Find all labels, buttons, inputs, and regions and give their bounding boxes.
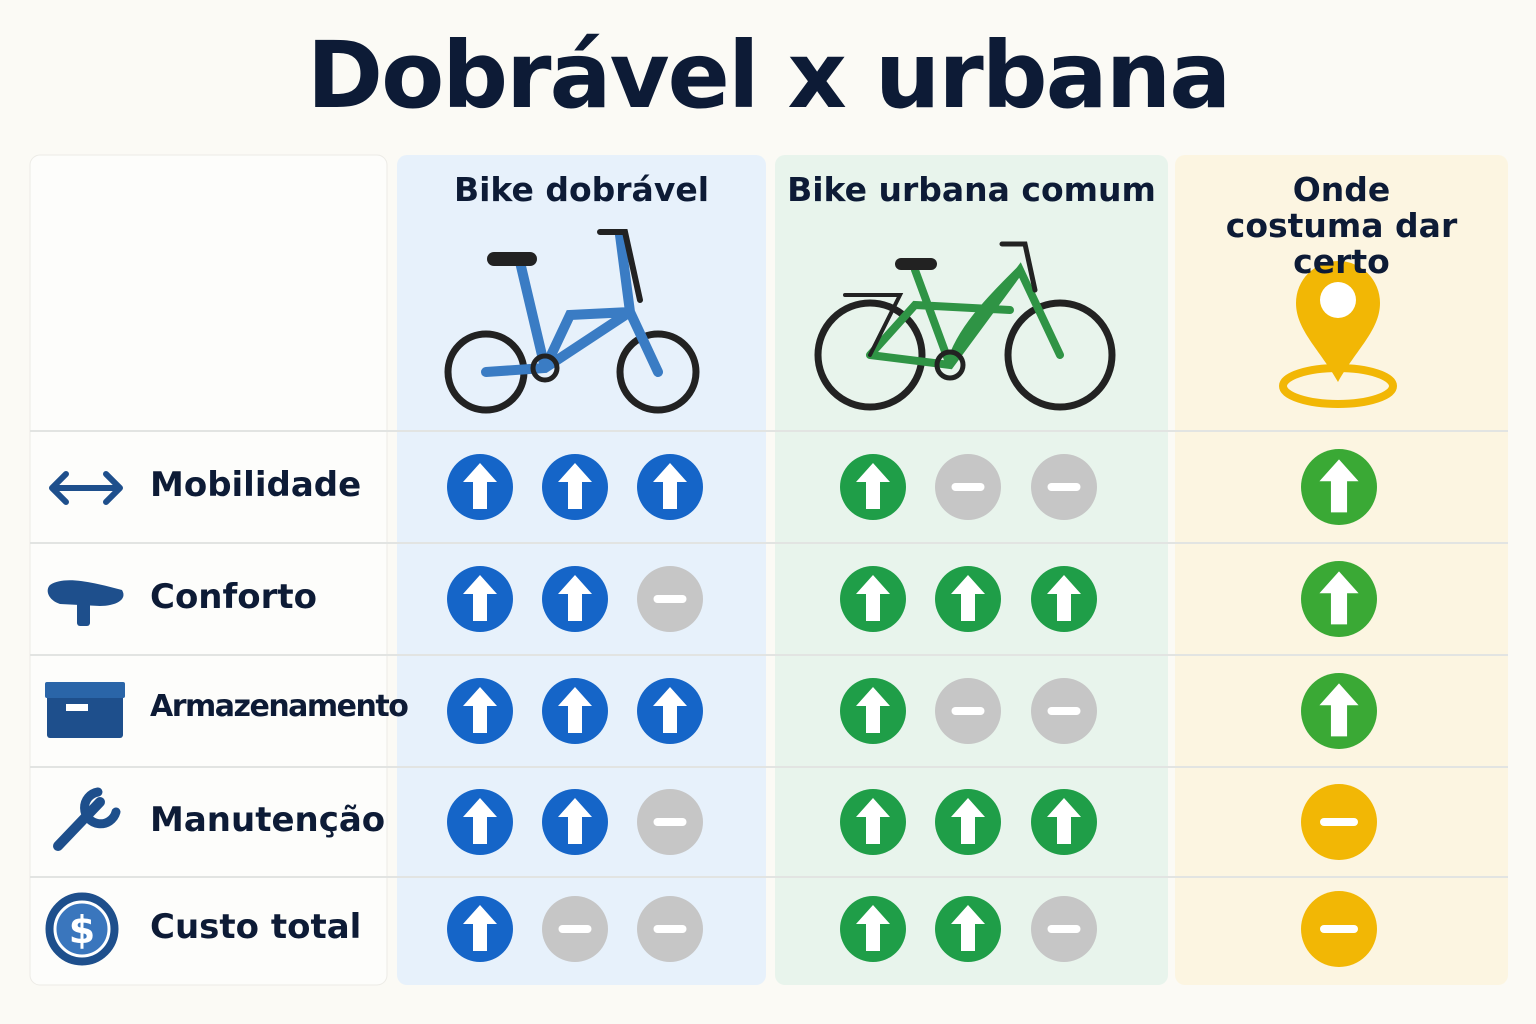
- minus-sign: [1047, 925, 1081, 933]
- rating-up: [935, 566, 1001, 632]
- comfort-icon: [47, 580, 124, 626]
- minus-sign: [1047, 707, 1081, 715]
- folding-bike-icon: [444, 229, 700, 414]
- rating-up: [1301, 673, 1377, 749]
- up-arrow: [653, 463, 687, 509]
- up-arrow: [856, 905, 890, 951]
- cost-icon: $: [45, 892, 119, 966]
- maintenance-icon: [53, 787, 121, 851]
- rating-up: [447, 454, 513, 520]
- up-arrow: [951, 905, 985, 951]
- rating-up: [840, 896, 906, 962]
- row-label: Custo total: [150, 907, 362, 947]
- label-column: [29, 154, 388, 986]
- rating-up: [1301, 561, 1377, 637]
- up-arrow: [463, 905, 497, 951]
- up-arrow: [1319, 683, 1359, 737]
- up-arrow: [463, 575, 497, 621]
- up-arrow: [1047, 575, 1081, 621]
- rating-neutral: [1031, 678, 1097, 744]
- rating-up: [935, 896, 1001, 962]
- rating-up: [1031, 789, 1097, 855]
- rating-neutral: [1301, 784, 1377, 860]
- up-arrow: [653, 687, 687, 733]
- up-arrow: [856, 463, 890, 509]
- rating-up: [637, 454, 703, 520]
- row-dividers: [30, 430, 1508, 878]
- location-pin-icon: [1279, 261, 1397, 408]
- column-header: Bike urbana comum: [787, 170, 1156, 209]
- rating-neutral: [1031, 454, 1097, 520]
- up-arrow: [558, 575, 592, 621]
- row-icons: $: [45, 471, 125, 966]
- column-header: Bike dobrável: [453, 170, 710, 209]
- rating-up: [840, 454, 906, 520]
- rating-up: [542, 566, 608, 632]
- minus-sign: [653, 818, 687, 826]
- up-arrow: [558, 687, 592, 733]
- rating-up: [840, 789, 906, 855]
- rating-neutral: [1031, 896, 1097, 962]
- up-arrow: [1319, 571, 1359, 625]
- up-arrow: [463, 687, 497, 733]
- rating-up: [542, 454, 608, 520]
- up-arrow: [1319, 459, 1359, 513]
- rating-neutral: [935, 678, 1001, 744]
- up-arrow: [558, 463, 592, 509]
- rating-up: [447, 789, 513, 855]
- mobility-icon: [49, 471, 123, 505]
- up-arrow: [856, 575, 890, 621]
- rating-neutral: [1301, 891, 1377, 967]
- rating-neutral: [935, 454, 1001, 520]
- row-label: Conforto: [150, 577, 318, 617]
- up-arrow: [558, 798, 592, 844]
- storage-icon: [45, 682, 125, 738]
- title: Dobrável x urbana: [306, 22, 1232, 129]
- rating-up: [935, 789, 1001, 855]
- minus-sign: [1320, 818, 1358, 826]
- up-arrow: [856, 798, 890, 844]
- rating-neutral: [637, 566, 703, 632]
- urban-bike-icon: [814, 241, 1116, 411]
- rating-up: [1301, 449, 1377, 525]
- rating-up: [840, 566, 906, 632]
- up-arrow: [856, 687, 890, 733]
- minus-sign: [951, 483, 985, 491]
- minus-sign: [653, 925, 687, 933]
- up-arrow: [951, 575, 985, 621]
- column-header: Onde costuma dar certo: [1225, 170, 1458, 281]
- svg-text:$: $: [69, 908, 95, 952]
- up-arrow: [463, 463, 497, 509]
- rating-up: [447, 896, 513, 962]
- minus-sign: [951, 707, 985, 715]
- rating-up: [1031, 566, 1097, 632]
- rating-up: [637, 678, 703, 744]
- minus-sign: [1320, 925, 1358, 933]
- rating-neutral: [637, 896, 703, 962]
- row-label: Mobilidade: [150, 465, 362, 505]
- row-label: Armazenamento: [150, 689, 409, 724]
- rating-up: [447, 566, 513, 632]
- rating-neutral: [637, 789, 703, 855]
- rating-up: [542, 789, 608, 855]
- up-arrow: [1047, 798, 1081, 844]
- rating-up: [840, 678, 906, 744]
- rating-up: [447, 678, 513, 744]
- up-arrow: [463, 798, 497, 844]
- minus-sign: [653, 595, 687, 603]
- minus-sign: [1047, 483, 1081, 491]
- rating-neutral: [542, 896, 608, 962]
- rating-up: [542, 678, 608, 744]
- row-label: Manutenção: [150, 800, 386, 840]
- minus-sign: [558, 925, 592, 933]
- up-arrow: [951, 798, 985, 844]
